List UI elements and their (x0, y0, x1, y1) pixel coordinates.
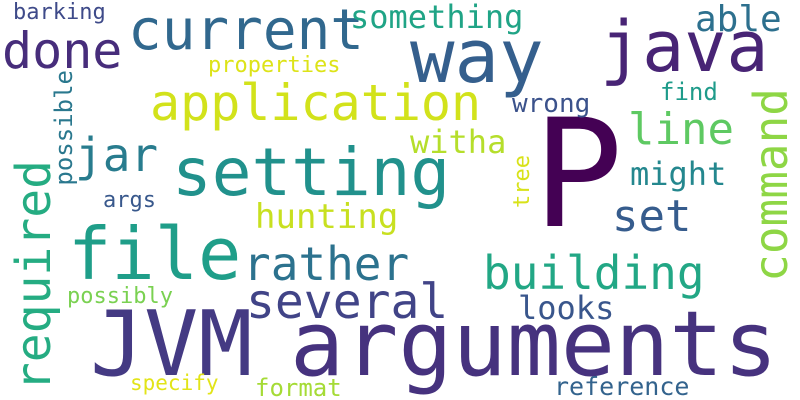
word-way: way (410, 14, 544, 100)
word-java: java (600, 6, 769, 88)
word-setting: setting (172, 134, 451, 211)
word-able: able (695, 0, 782, 40)
word-properties: properties (208, 53, 341, 78)
word-find: find (660, 78, 718, 106)
word-rather: rather (243, 237, 410, 291)
word-current: current (128, 0, 365, 63)
word-witha: witha (410, 123, 507, 161)
word-barking: barking (13, 0, 106, 25)
word-hunting: hunting (255, 197, 399, 237)
word-format: format (255, 374, 342, 400)
word-required: required (6, 160, 62, 392)
word-jar: jar (75, 128, 159, 182)
word-p: P (533, 88, 624, 262)
word-looks: looks (518, 289, 615, 327)
word-wrong: wrong (512, 89, 591, 119)
word-might: might (630, 155, 727, 193)
word-possible: possible (50, 70, 78, 186)
word-building: building (483, 246, 705, 300)
word-file: file (68, 212, 242, 296)
word-specify: specify (130, 371, 219, 395)
word-possibly: possibly (67, 284, 173, 309)
word-line: line (628, 104, 734, 155)
word-arguments: arguments (290, 292, 778, 397)
word-done: done (2, 22, 123, 80)
word-set: set (612, 191, 692, 242)
word-something: something (350, 0, 524, 36)
word-args: args (103, 188, 156, 213)
word-tree: tree (510, 155, 535, 208)
word-application: application (150, 74, 482, 132)
word-reference: reference (554, 372, 690, 400)
word-several: several (246, 274, 449, 330)
word-command: command (744, 88, 798, 282)
word-jvm: JVM (90, 292, 253, 397)
